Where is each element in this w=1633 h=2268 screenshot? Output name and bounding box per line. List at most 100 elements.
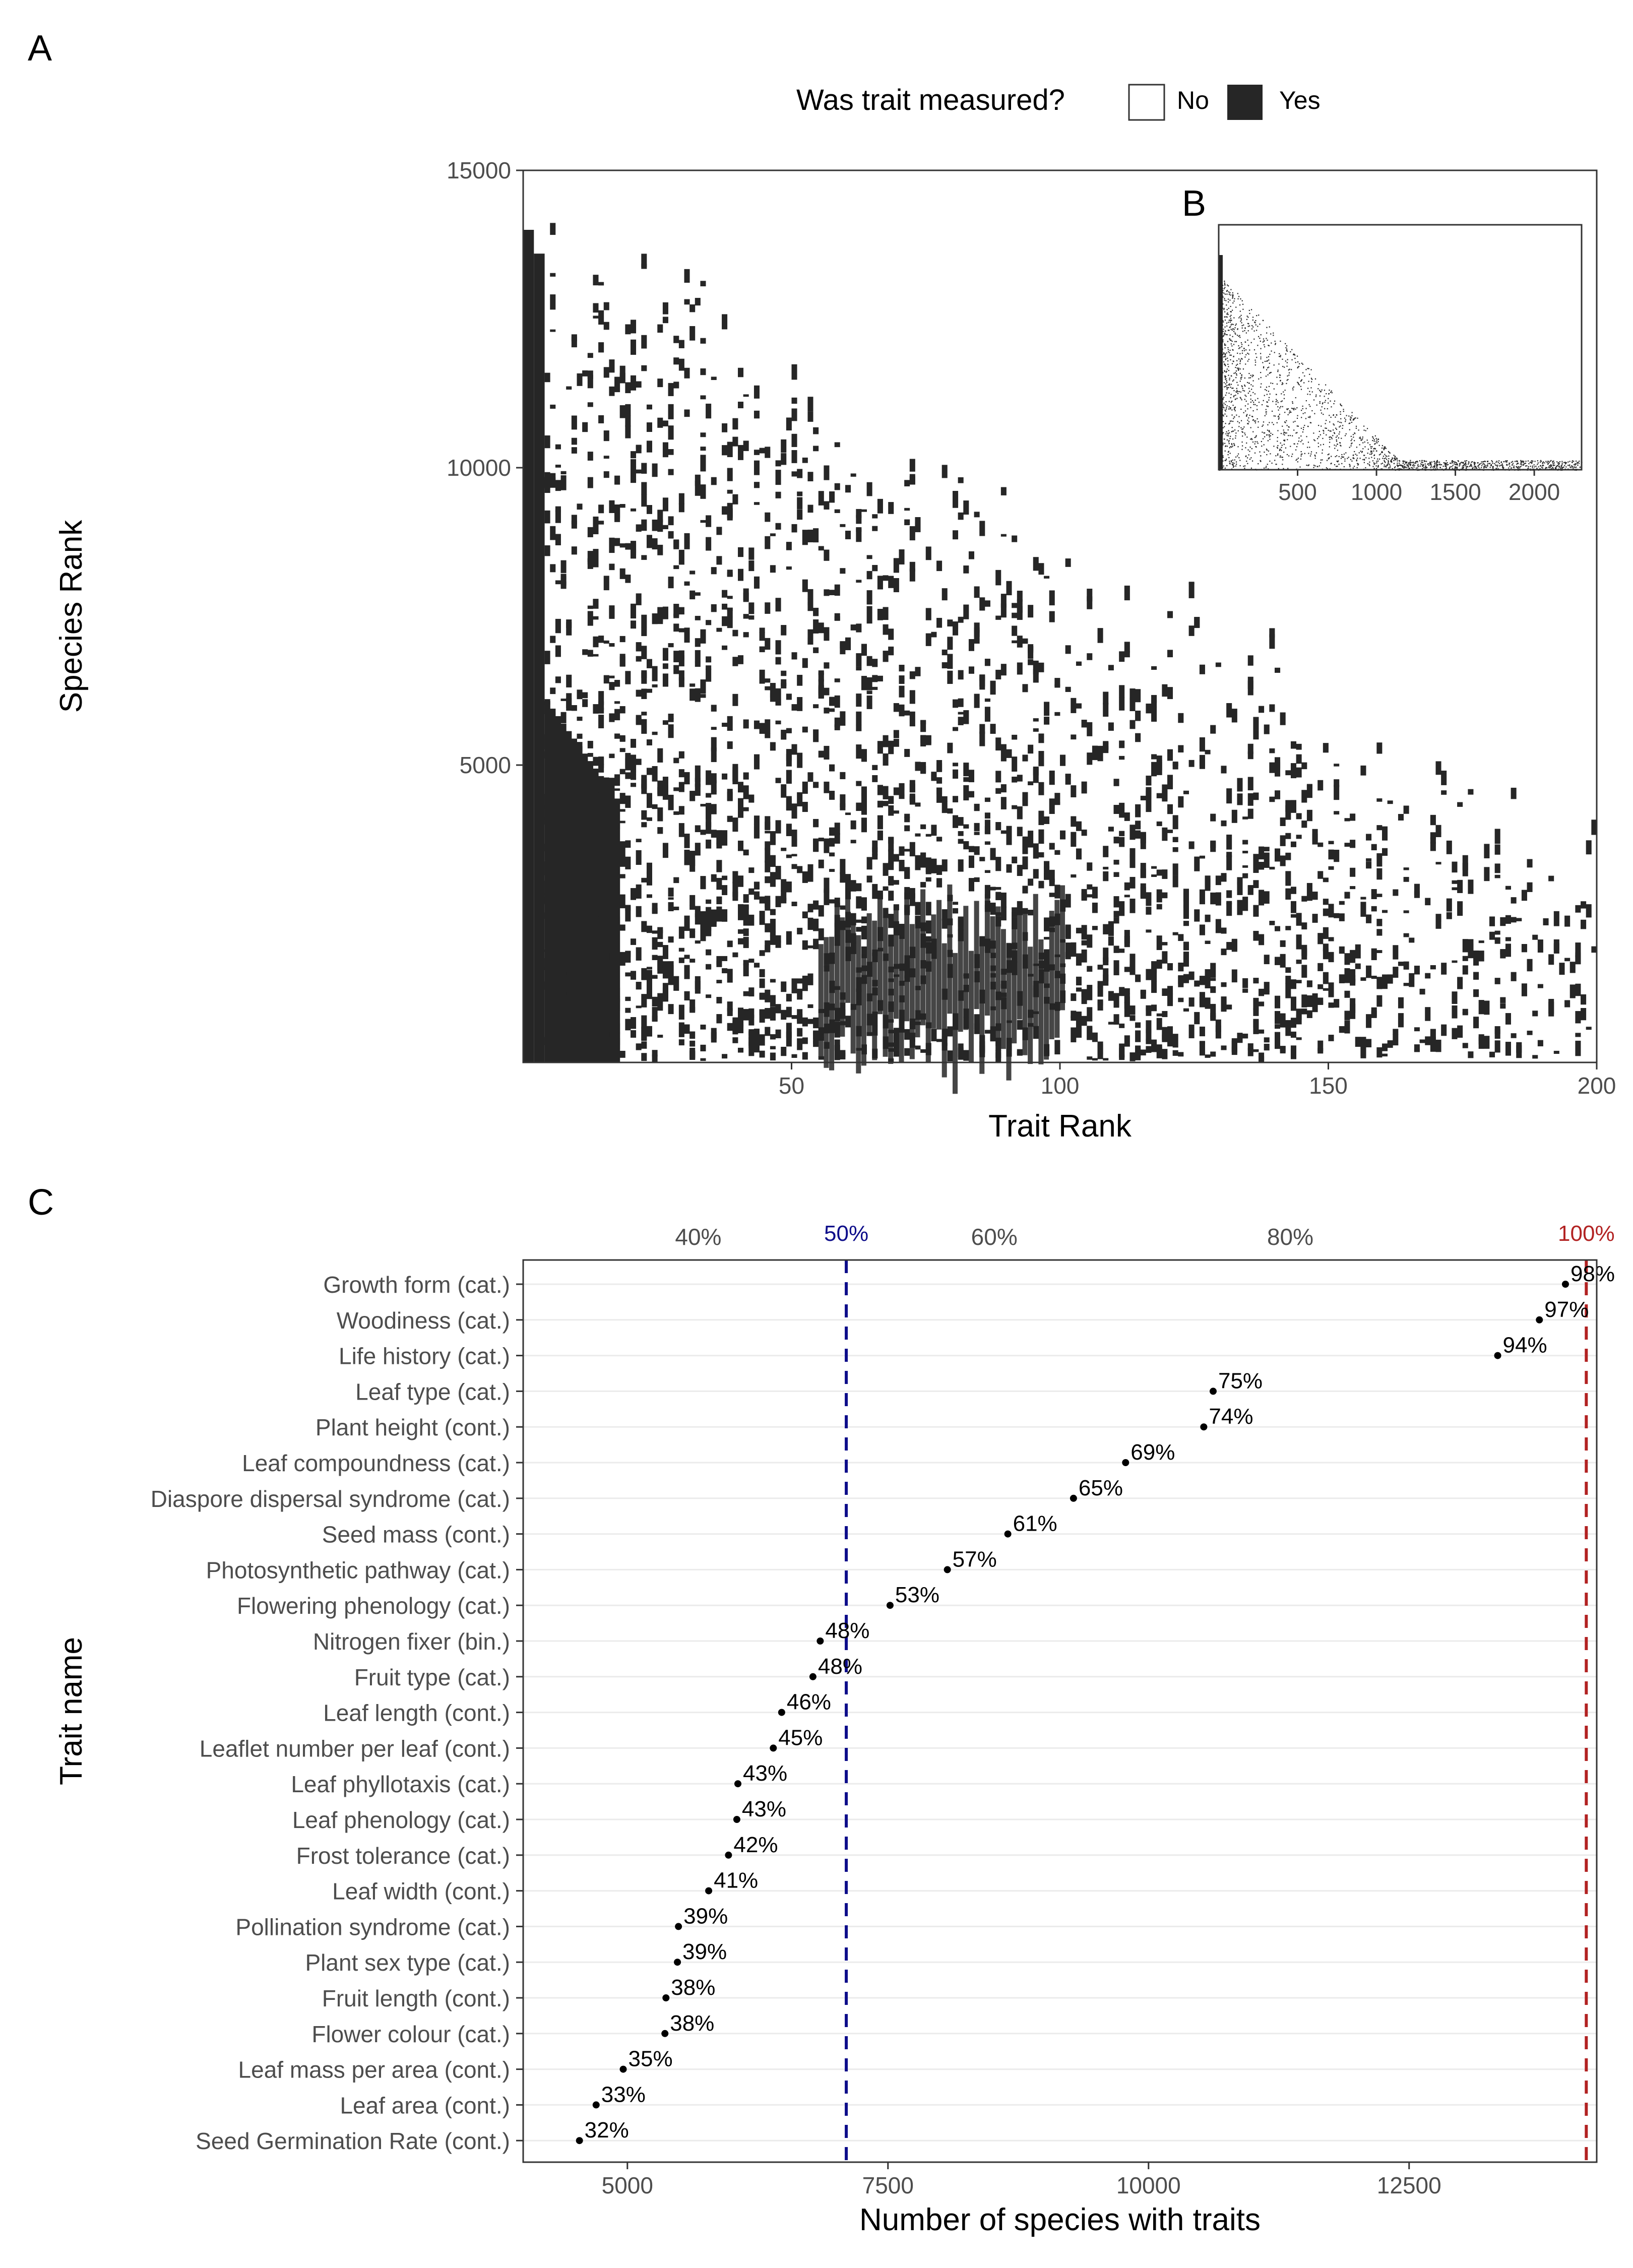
- heatmap-cell: [695, 661, 701, 667]
- heatmap-cell: [1194, 1012, 1200, 1025]
- heatmap-cell: [603, 783, 609, 1062]
- heatmap-cell: [765, 841, 771, 850]
- inset-cell: [1231, 427, 1233, 428]
- inset-cell: [1430, 466, 1432, 467]
- heatmap-cell: [544, 734, 550, 749]
- inset-cell: [1421, 464, 1423, 465]
- heatmap-cell: [534, 254, 545, 1063]
- inset-cell: [1415, 461, 1416, 463]
- inset-cell: [1223, 407, 1225, 409]
- heatmap-cell: [904, 869, 910, 879]
- heatmap-cell: [593, 852, 599, 856]
- inset-cell: [1553, 460, 1554, 462]
- heatmap-cell: [824, 745, 830, 760]
- heatmap-cell: [716, 896, 722, 905]
- heatmap-cell: [689, 931, 696, 938]
- heatmap-cell: [587, 1029, 593, 1034]
- inset-cell: [1308, 404, 1310, 406]
- heatmap-cell: [695, 906, 701, 918]
- inset-cell: [1251, 438, 1252, 439]
- heatmap-cell: [614, 1023, 620, 1035]
- heatmap-cell: [711, 773, 717, 784]
- heatmap-cell: [636, 884, 642, 899]
- heatmap-cell: [1178, 713, 1184, 723]
- heatmap-cell: [781, 879, 787, 892]
- inset-cell: [1563, 462, 1565, 463]
- inset-cell: [1430, 464, 1432, 466]
- inset-cell: [1239, 368, 1241, 370]
- heatmap-cell: [845, 1016, 851, 1028]
- inset-cell: [1249, 391, 1250, 392]
- inset-cell: [1402, 465, 1404, 467]
- inset-cell: [1503, 461, 1505, 463]
- inset-cell: [1432, 466, 1434, 468]
- inset-cell: [1477, 465, 1479, 467]
- heatmap-cell: [1285, 926, 1291, 930]
- heatmap-cell: [577, 1045, 583, 1054]
- heatmap-cell: [1296, 1009, 1302, 1020]
- heatmap-cell: [716, 961, 722, 967]
- heatmap-cell: [1210, 1015, 1216, 1021]
- inset-cell: [1281, 445, 1283, 446]
- heatmap-cell: [544, 472, 550, 487]
- heatmap-cell: [840, 772, 846, 780]
- heatmap-cell: [609, 675, 615, 678]
- inset-cell: [1227, 454, 1229, 456]
- heatmap-cell: [1103, 846, 1109, 857]
- inset-cell: [1238, 348, 1240, 349]
- heatmap-cell: [587, 650, 593, 657]
- heatmap-cell: [673, 613, 679, 618]
- heatmap-cell: [550, 947, 556, 959]
- inset-cell: [1269, 353, 1271, 355]
- inset-cell: [1484, 464, 1485, 465]
- inset-cell: [1251, 460, 1253, 462]
- inset-cell: [1252, 374, 1253, 376]
- heatmap-cell: [1188, 760, 1195, 767]
- inset-cell: [1435, 464, 1437, 465]
- heatmap-cell: [1022, 836, 1028, 847]
- inset-cell: [1258, 463, 1259, 465]
- inset-cell: [1242, 331, 1244, 332]
- heatmap-cell: [1092, 887, 1098, 899]
- heatmap-cell: [1012, 603, 1018, 608]
- inset-cell: [1225, 330, 1226, 332]
- heatmap-cell: [791, 652, 797, 660]
- inset-cell: [1322, 403, 1324, 405]
- inset-cell: [1516, 460, 1517, 462]
- inset-cell: [1552, 468, 1554, 470]
- inset-cell: [1292, 388, 1294, 389]
- inset-cell: [1276, 383, 1278, 385]
- heatmap-cell: [577, 880, 583, 893]
- heatmap-cell: [1366, 861, 1372, 869]
- inset-cell: [1483, 461, 1484, 463]
- heatmap-cell: [1081, 928, 1087, 940]
- heatmap-cell: [1269, 628, 1275, 638]
- inset-cell: [1310, 377, 1312, 379]
- heatmap-cell: [1301, 944, 1307, 960]
- heatmap-cell: [995, 615, 1001, 620]
- heatmap-cell: [925, 902, 931, 916]
- inset-cell: [1304, 424, 1305, 426]
- inset-cell: [1284, 390, 1286, 391]
- inset-cell: [1447, 464, 1449, 465]
- heatmap-cell: [1076, 824, 1082, 831]
- heatmap-cell: [732, 694, 738, 706]
- heatmap-cell: [716, 956, 722, 965]
- heatmap-cell: [856, 515, 862, 524]
- inset-cell: [1419, 460, 1420, 462]
- heatmap-cell: [1478, 1038, 1484, 1045]
- inset-cell: [1336, 444, 1338, 445]
- inset-cell: [1289, 368, 1290, 370]
- inset-cell: [1325, 423, 1326, 424]
- inset-cell: [1262, 438, 1264, 439]
- heatmap-cell: [1151, 874, 1157, 877]
- heatmap-cell: [722, 508, 728, 515]
- heatmap-cell: [802, 781, 808, 794]
- heatmap-cell: [941, 796, 948, 802]
- heatmap-cell: [1087, 862, 1093, 871]
- heatmap-cell: [700, 455, 706, 459]
- inset-cell: [1506, 464, 1508, 465]
- heatmap-cell: [856, 883, 862, 892]
- inset-cell: [1464, 463, 1466, 465]
- inset-cell: [1307, 368, 1308, 369]
